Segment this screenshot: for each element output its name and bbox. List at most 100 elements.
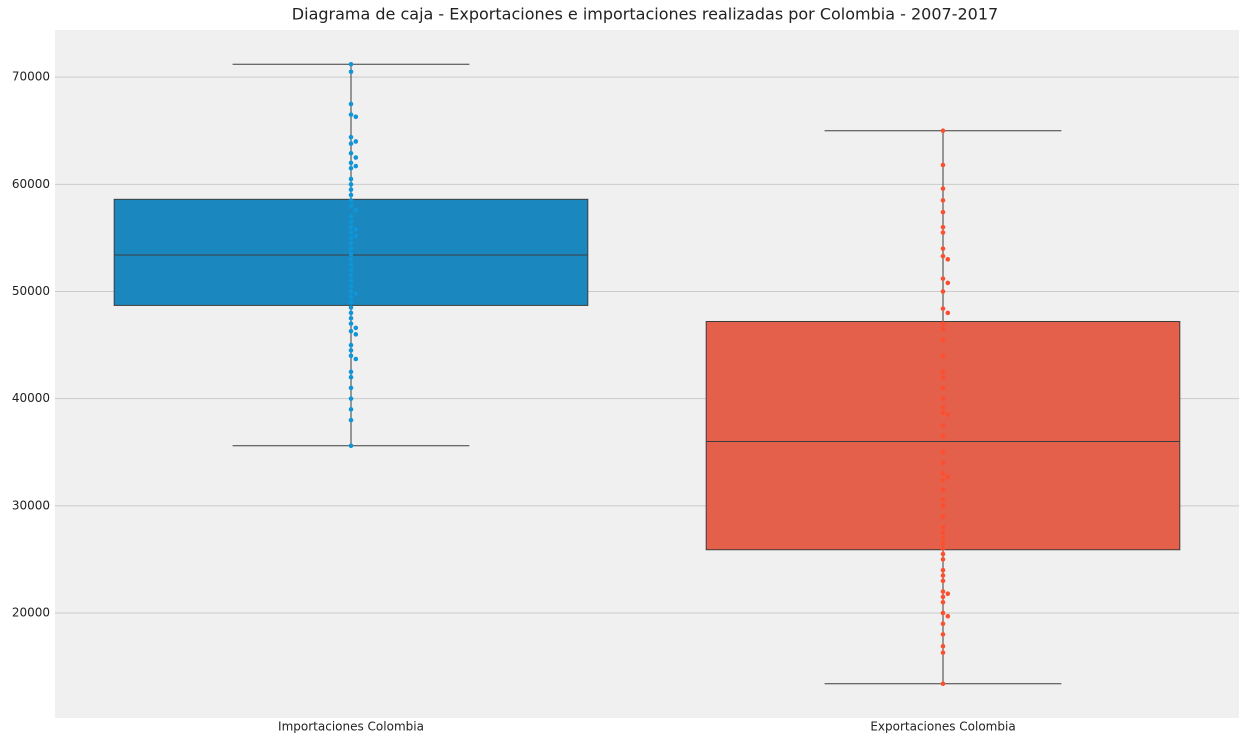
swarm-point: [348, 305, 354, 310]
y-tick-label: 40000: [12, 391, 50, 405]
swarm-point: [940, 289, 946, 294]
swarm-point: [940, 557, 946, 562]
swarm-point: [348, 187, 354, 192]
swarm-point: [940, 477, 946, 483]
swarm-point: [940, 497, 946, 502]
swarm-point: [940, 253, 946, 259]
swarm-point: [348, 160, 354, 166]
swarm-point: [940, 198, 946, 203]
swarm-point: [348, 251, 354, 257]
swarm-point: [348, 112, 354, 117]
swarm-point: [348, 299, 354, 305]
swarm-point: [940, 230, 946, 235]
swarm-point: [940, 449, 946, 455]
swarm-point: [353, 332, 359, 337]
swarm-point: [348, 294, 354, 300]
swarm-point: [348, 61, 354, 67]
swarm-point: [940, 337, 946, 343]
swarm-point: [940, 643, 946, 649]
swarm-point: [940, 224, 946, 230]
swarm-point: [353, 233, 359, 239]
swarm-point: [940, 621, 946, 626]
swarm-point: [348, 198, 354, 203]
swarm-point: [940, 306, 946, 311]
swarm-point: [940, 514, 946, 519]
swarm-point: [940, 460, 946, 466]
swarm-point: [348, 214, 354, 219]
swarm-point: [940, 209, 946, 215]
swarm-point: [348, 230, 354, 235]
swarm-point: [940, 471, 946, 476]
y-tick-label: 60000: [12, 177, 50, 191]
swarm-point: [348, 203, 354, 209]
swarm-point: [348, 310, 354, 316]
swarm-point: [348, 182, 354, 187]
swarm-point: [945, 280, 951, 286]
swarm-point: [940, 632, 946, 637]
swarm-point: [348, 69, 354, 75]
swarm-point: [348, 101, 354, 107]
swarm-point: [348, 369, 354, 375]
swarm-point: [348, 407, 354, 412]
swarm-point: [348, 219, 354, 225]
swarm-point: [940, 650, 946, 655]
swarm-point: [353, 155, 359, 160]
swarm-point: [348, 374, 354, 380]
swarm-point: [348, 289, 354, 294]
swarm-point: [940, 599, 946, 605]
y-tick-label: 70000: [12, 70, 50, 84]
swarm-point: [940, 594, 946, 600]
swarm-point: [348, 353, 354, 359]
swarm-point: [348, 321, 354, 326]
swarm-point: [940, 589, 946, 594]
swarm-point: [940, 503, 946, 509]
swarm-point: [940, 410, 946, 415]
y-tick-label: 20000: [12, 605, 50, 619]
swarm-point: [945, 310, 951, 316]
swarm-point: [348, 150, 354, 156]
swarm-point: [940, 423, 946, 428]
swarm-point: [348, 348, 354, 353]
y-tick-label: 30000: [12, 498, 50, 512]
swarm-point: [940, 186, 946, 191]
swarm-point: [353, 227, 359, 232]
swarm-point: [348, 134, 354, 140]
swarm-point: [940, 578, 946, 584]
swarm-point: [940, 551, 946, 557]
swarm-point: [940, 321, 946, 326]
swarm-point: [348, 443, 354, 449]
swarm-point: [348, 235, 354, 241]
swarm-point: [940, 530, 946, 535]
swarm-point: [348, 328, 354, 334]
swarm-point: [348, 267, 354, 273]
swarm-point: [348, 315, 354, 321]
swarm-point: [353, 325, 359, 331]
swarm-point: [353, 207, 359, 213]
swarm-point: [348, 165, 354, 171]
swarm-point: [940, 326, 946, 332]
swarm-point: [353, 139, 359, 144]
swarm-point: [945, 412, 951, 418]
swarm-point: [348, 192, 354, 198]
swarm-point: [348, 262, 354, 267]
swarm-point: [940, 524, 946, 530]
swarm-point: [353, 291, 359, 296]
swarm-point: [348, 224, 354, 230]
swarm-point: [940, 246, 946, 251]
chart-title: Diagrama de caja - Exportaciones e impor…: [292, 5, 998, 24]
swarm-point: [940, 396, 946, 401]
swarm-point: [348, 246, 354, 251]
swarm-point: [940, 610, 946, 616]
y-tick-label: 50000: [12, 284, 50, 298]
swarm-point: [940, 374, 946, 380]
swarm-point: [348, 396, 354, 401]
swarm-point: [348, 342, 354, 348]
swarm-point: [348, 278, 354, 284]
swarm-point: [940, 433, 946, 439]
swarm-point: [940, 128, 946, 134]
swarm-point: [940, 162, 946, 168]
swarm-point: [945, 474, 951, 480]
swarm-point: [348, 417, 354, 423]
swarm-point: [940, 541, 946, 546]
